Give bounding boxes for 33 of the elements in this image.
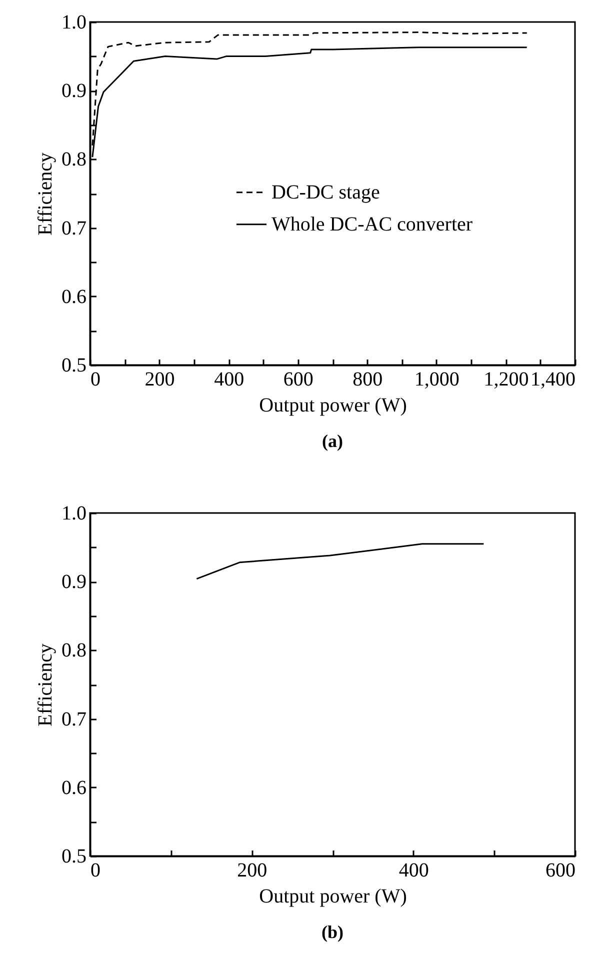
x-tick-label: 200 [144,368,175,390]
y-tick-label: 0.8 [62,640,86,662]
y-tick-label: 0.9 [62,571,86,594]
y-tick-label: 0.7 [62,708,86,730]
x-axis-title: Output power (W) [259,886,407,908]
x-tick-label: 800 [352,368,383,390]
y-tick-label: 0.9 [62,80,86,102]
x-tick-label: 1,000 [414,368,460,390]
line-series [196,543,484,580]
y-tick-label: 0.6 [62,776,86,799]
legend-label: Whole DC-AC converter [272,213,473,236]
x-tick-label: 600 [283,368,314,390]
legend-label: DC-DC stage [272,181,380,204]
x-tick-label: 1,200 [484,368,529,390]
y-axis-title: Efficiency [34,152,56,236]
y-axis-title: Efficiency [34,644,56,726]
x-tick-label: 400 [214,368,244,390]
y-tick-label: 1.0 [62,502,86,524]
text: (b) [322,922,344,942]
y-tick-label: 1.0 [62,12,86,34]
x-tick-label: 0 [90,368,100,390]
y-tick-label: 0.7 [62,217,86,240]
x-tick-label: 400 [398,860,429,882]
x-tick-label: 600 [546,860,576,882]
y-tick-label: 0.6 [62,286,86,308]
y-tick-label: 0.5 [62,354,86,376]
x-tick-label: 1,400 [530,368,576,390]
x-tick-label: 0 [90,860,100,882]
y-tick-label: 0.8 [62,148,86,171]
text: (a) [322,431,343,451]
y-tick-label: 0.5 [62,846,86,868]
x-tick-label: 200 [237,860,268,882]
x-axis-title: Output power (W) [259,394,407,416]
